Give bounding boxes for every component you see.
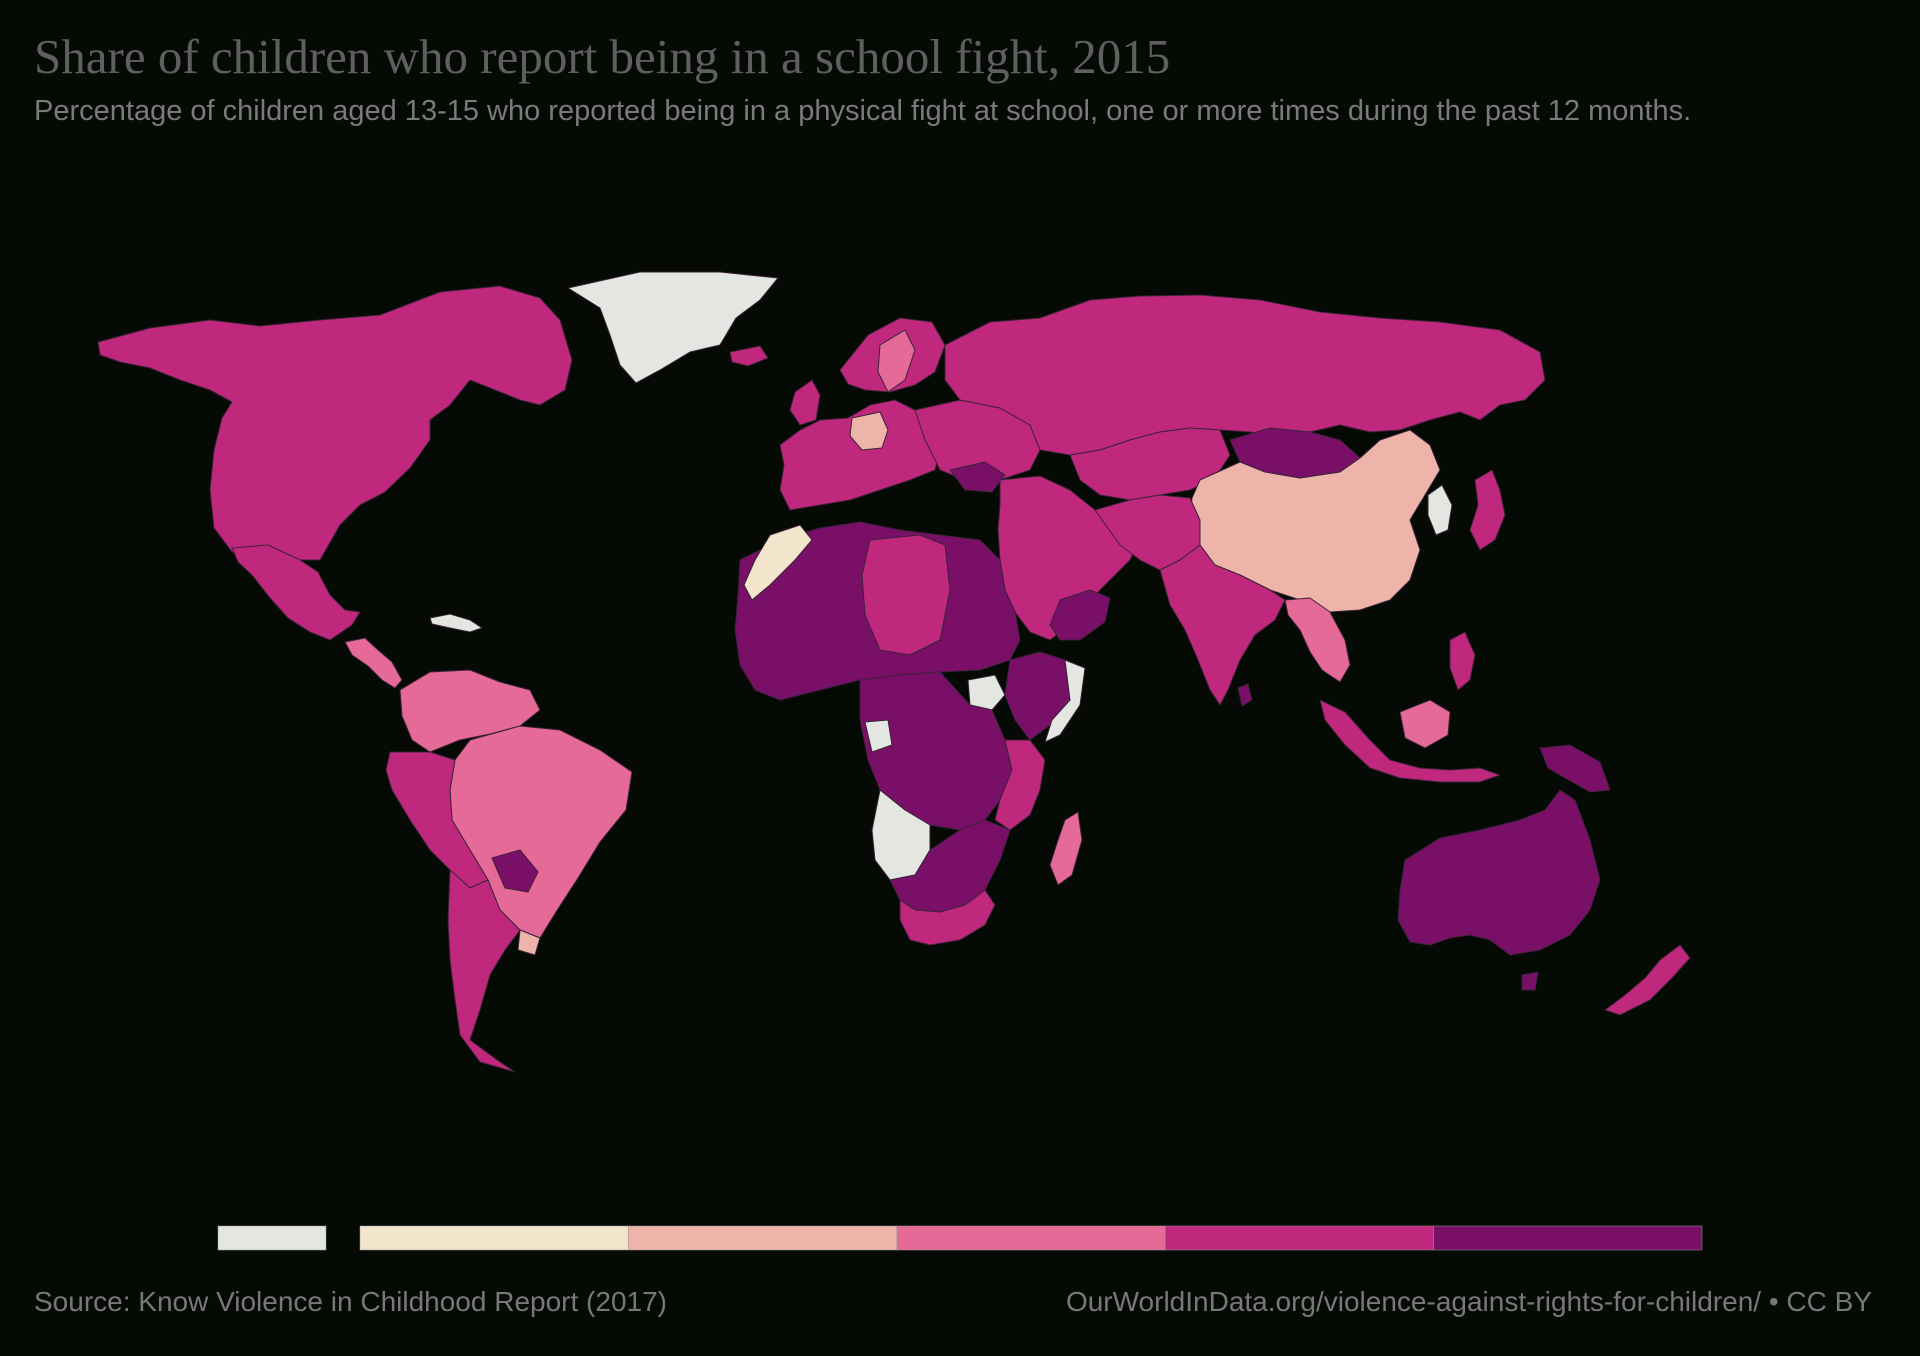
region-korea[interactable] [1427,484,1453,536]
country-germany[interactable] [849,411,889,451]
country-papua-new-guinea[interactable] [1539,744,1611,793]
country-south-sudan[interactable] [967,674,1006,711]
country-japan[interactable] [1469,469,1506,551]
chart-subtitle: Percentage of children aged 13-15 who re… [34,95,1692,127]
region-gabon[interactable] [864,719,893,753]
country-sweden[interactable] [877,329,916,393]
country-mexico[interactable] [231,544,361,641]
country-australia[interactable] [1397,789,1601,956]
region-north-america[interactable] [97,285,573,561]
legend-no-data-swatch [217,1225,327,1251]
region-central-asia[interactable] [1069,427,1231,501]
country-iceland[interactable] [729,345,769,367]
country-somalia[interactable] [1044,659,1086,743]
region-caribbean[interactable] [429,613,483,633]
region-central-africa[interactable] [859,671,1013,831]
region-western-sahara[interactable] [743,524,813,601]
region-mainland-southeast-asia[interactable] [1284,597,1351,683]
chart-title: Share of children who report being in a … [34,29,1171,84]
region-south-arabia[interactable] [1049,589,1111,641]
country-paraguay[interactable] [491,849,539,893]
legend-bin-4[interactable] [1164,1225,1434,1251]
country-new-zealand[interactable] [1604,944,1691,1016]
country-uruguay[interactable] [517,929,541,956]
country-tasmania[interactable] [1521,971,1539,991]
country-madagascar[interactable] [1049,811,1083,886]
legend-bin-2[interactable] [628,1225,898,1251]
credit-link[interactable]: OurWorldInData.org/violence-against-righ… [1065,1286,1872,1317]
country-philippines[interactable] [1449,631,1476,691]
region-southern-cone[interactable] [447,869,521,1073]
legend-bin-1[interactable] [359,1225,629,1251]
legend-bin-3[interactable] [896,1225,1166,1251]
region-british-isles[interactable] [789,379,821,426]
region-ukraine[interactable] [949,461,1006,493]
region-central-america[interactable] [344,637,403,689]
region-east-africa[interactable] [994,739,1046,831]
country-russia[interactable] [944,294,1546,456]
country-india[interactable] [1159,544,1286,706]
country-greenland[interactable] [567,271,779,384]
region-borneo[interactable] [1399,699,1451,749]
country-sri-lanka[interactable] [1237,683,1253,707]
country-south-africa[interactable] [899,889,996,946]
region-central-north-africa[interactable] [861,534,951,656]
region-maritime-southeast-asia[interactable] [1319,699,1501,783]
source-note: Source: Know Violence in Childhood Repor… [34,1286,667,1317]
legend-bin-5[interactable] [1433,1225,1703,1251]
